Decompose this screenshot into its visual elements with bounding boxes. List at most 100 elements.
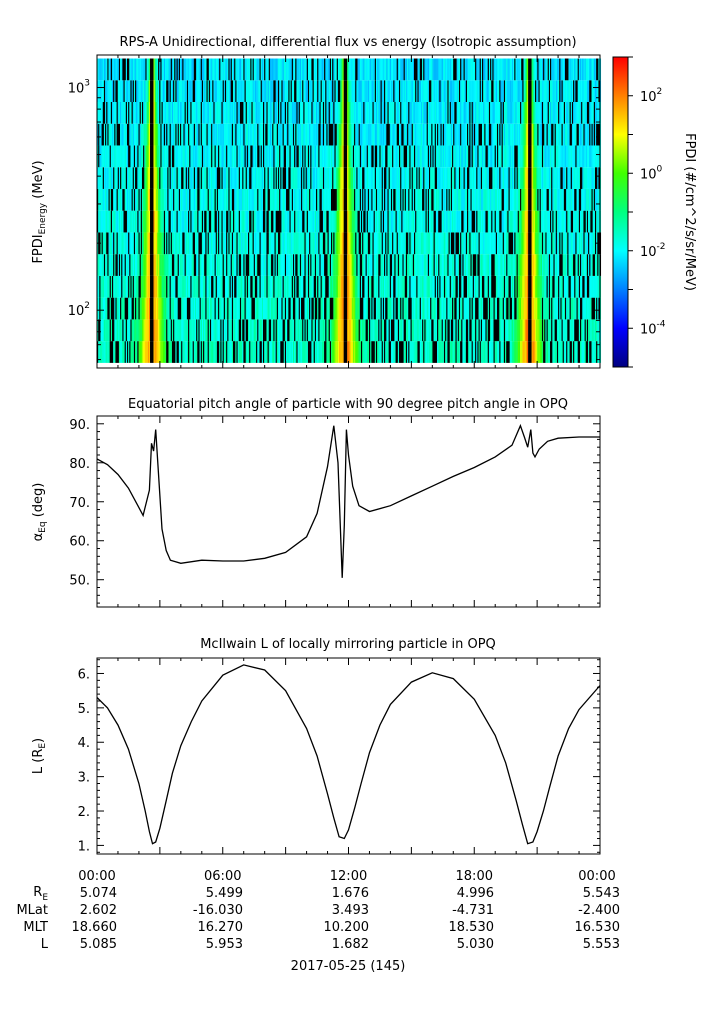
spectrogram-cell [364,319,366,342]
spectrogram-cell [150,297,152,320]
spectrogram-cell [390,297,393,320]
spectrogram-cell [326,58,328,81]
spectrogram-cell [166,232,168,255]
spectrogram-cell [503,58,506,81]
spectrogram-cell [254,167,257,189]
spectrogram-cell [110,210,113,233]
spectrogram-cell [374,101,377,124]
spectrogram-cell [268,232,271,255]
spectrogram-cell [241,319,243,342]
spectrogram-cell [337,275,340,298]
spectrogram-cell [298,167,301,189]
spectrogram-cell [350,254,353,276]
spectrogram-cell [309,297,311,320]
spectrogram-cell [419,297,422,320]
spectrogram-cell [116,80,119,102]
spectrogram-cell [486,167,489,189]
spectrogram-cell [378,58,380,81]
spectrogram-cell [454,341,456,363]
spectrogram-cell [103,254,106,276]
spectrogram-cell [207,341,210,363]
spectrogram-cell [506,210,508,233]
spectrogram-cell [500,254,502,276]
spectrogram-cell [374,254,377,276]
spectrogram-cell [367,275,370,298]
spectrogram-cell [378,210,380,233]
spectrogram-cell [129,275,131,298]
spectrogram-cell [132,80,135,102]
spectrogram-cell [342,80,344,102]
spectrogram-cell [113,123,115,146]
spectrogram-cell [378,145,380,168]
spectrogram-cell [303,80,305,102]
spectrogram-cell [434,80,437,102]
spectrogram-cell [412,145,415,168]
spectrogram-cell [264,210,266,233]
spectrogram-cell [214,275,217,298]
spectrogram-cell [159,232,161,255]
spectrogram-cell [234,232,236,255]
spectrogram-cell [179,275,182,298]
spectrogram-cell [322,145,325,168]
spectrogram-cell [367,297,370,320]
spectrogram-cell [101,123,104,146]
spectrogram-cell [378,80,380,102]
spectrogram-cell [457,319,460,342]
spectrogram-cell [97,341,99,363]
spectrogram-cell [413,80,416,102]
spectrogram-cell [166,275,168,298]
spectrogram-cell [226,254,228,276]
spectrogram-cell [103,319,106,342]
spectrogram-cell [348,232,350,255]
spectrogram-cell [302,188,304,211]
spectrogram-cell [244,58,246,81]
spectrogram-cell [467,232,469,255]
spectrogram-cell [409,80,411,102]
spectrogram-cell [381,341,384,363]
spectrogram-cell [467,275,469,298]
spectrogram-cell [110,123,113,146]
spectrogram-cell [312,58,315,81]
spectrogram-cell [493,341,495,363]
spectrogram-cell [124,167,127,189]
spectrogram-cell [184,275,187,298]
spectrogram-cell [274,319,276,342]
spectrogram-cell [423,145,425,168]
spectrogram-cell [198,167,200,189]
spectrogram-cell [377,254,379,276]
spectrogram-cell [138,341,140,363]
spectrogram-cell [115,145,117,168]
spectrogram-cell [155,341,158,363]
spectrogram-cell [317,232,319,255]
spectrogram-cell [259,232,261,255]
spectrogram-cell [306,275,309,298]
spectrogram-cell [470,275,472,298]
spectrogram-cell [412,232,415,255]
spectrogram-cell [500,101,502,124]
spectrogram-cell [369,341,371,363]
spectrogram-cell [434,123,437,146]
spectrogram-cell [291,210,294,233]
spectrogram-cell [319,232,321,255]
spectrogram-cell [138,167,140,189]
spectrogram-cell [453,188,455,211]
spectrogram-cell [211,254,213,276]
spectrogram-cell [272,275,274,298]
spectrogram-cell [439,341,441,363]
spectrogram-cell [252,232,255,255]
spectrogram-cell [136,101,138,124]
spectrogram-cell [349,188,351,211]
spectrogram-cell [169,101,172,124]
spectrogram-cell [461,167,463,189]
spectrogram-cell [207,188,210,211]
spectrogram-cell [433,58,436,81]
spectrogram-cell [375,123,378,146]
spectrogram-cell [257,101,259,124]
spectrogram-cell [246,275,249,298]
spectrogram-cell [352,188,355,211]
spectrogram-cell [506,319,508,342]
spectrogram-cell [407,341,409,363]
spectrogram-cell [395,275,398,298]
spectrogram-cell [400,101,402,124]
spectrogram-cell [416,123,418,146]
